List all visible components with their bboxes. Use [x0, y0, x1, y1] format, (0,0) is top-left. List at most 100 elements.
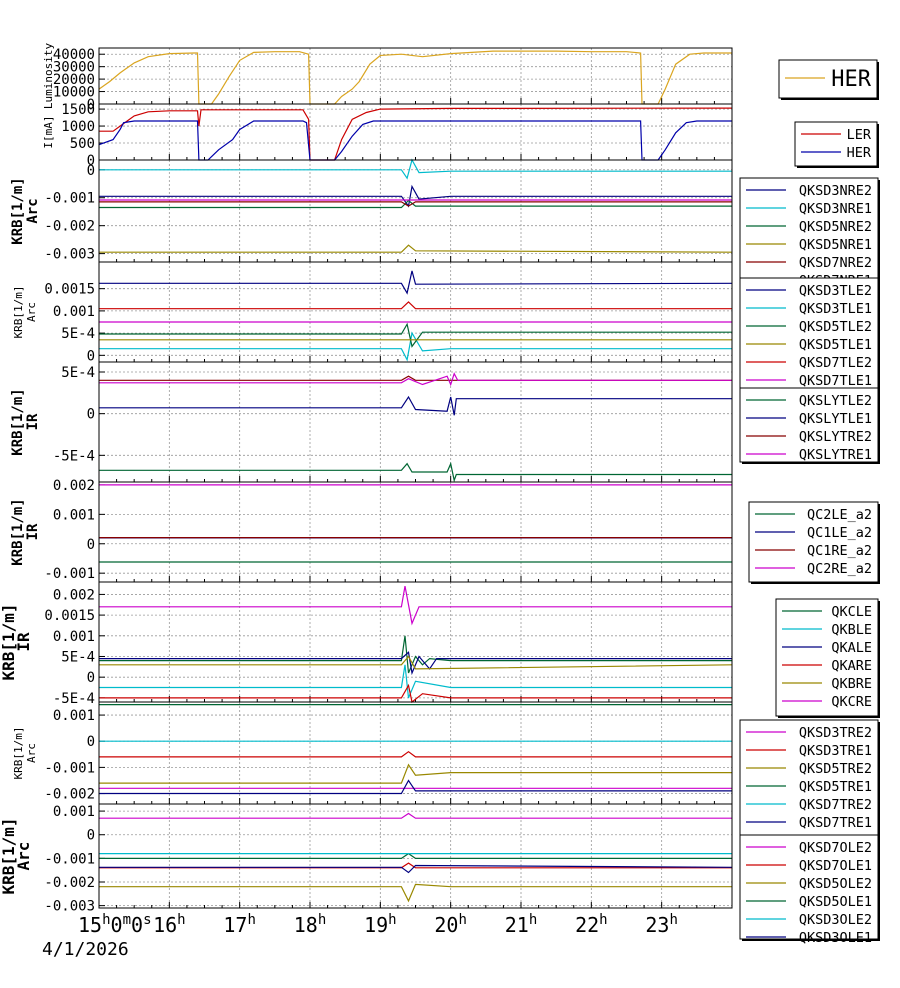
series-line-qkbre: [99, 655, 733, 670]
series-line-qkale: [99, 651, 732, 676]
legend-box: [794, 121, 878, 167]
series-line-qksd7ole2: [99, 812, 732, 819]
y-tick-label: 0: [87, 670, 95, 686]
y-tick-label: 5E-4: [61, 326, 95, 342]
series-line-qksd7tle2: [99, 301, 732, 310]
series-line-qksd3tre1: [99, 750, 732, 758]
legend-label: HER: [847, 145, 872, 161]
y-tick-label: 0.002: [53, 587, 95, 603]
y-tick-label: -0.001: [44, 851, 95, 867]
panel-frame: [98, 261, 733, 363]
legend-label: QKCRE: [831, 694, 872, 710]
y-tick-label: 0: [87, 407, 95, 423]
series-line-qksd7tre1: [99, 779, 732, 795]
legend-box: [739, 277, 879, 396]
x-tick-label: 18h: [294, 912, 327, 937]
y-tick-label: 0.001: [53, 304, 95, 320]
legend-label: QC2RE_a2: [807, 561, 872, 577]
panel-frame: [98, 581, 733, 703]
x-tick-label: 21h: [505, 912, 538, 937]
legend-label: QKSLYTRE2: [799, 429, 872, 445]
series-line-qkslytre1: [99, 372, 732, 387]
legend-label: QKALE: [831, 640, 872, 656]
y-tick-label: -0.002: [44, 875, 95, 891]
series-line-qkslytle1: [99, 395, 732, 416]
legend-label: QKSLYTLE1: [799, 411, 872, 427]
legend-box: [775, 598, 879, 717]
legend-label: LER: [847, 127, 872, 143]
y-tick-label: 0.002: [53, 478, 95, 494]
legend-label: QKSD5NRE1: [799, 237, 872, 253]
y-axis-label: KRB[1/m]IR: [0, 603, 33, 680]
x-tick-label: 17h: [223, 912, 256, 937]
y-tick-label: 5E-4: [61, 365, 95, 381]
legend-label: QKSD3OLE2: [799, 912, 872, 928]
legend-label: QKSD5TRE2: [799, 761, 872, 777]
legend-label: QC1RE_a2: [807, 543, 872, 559]
legend-label: QKSD3TRE2: [799, 725, 872, 741]
legend-box: [778, 59, 878, 99]
y-tick-label: 1500: [61, 102, 95, 118]
series-line-qksd7nre2: [99, 201, 732, 207]
y-axis-label: I[mA]: [42, 115, 55, 148]
legend-label: QKARE: [831, 658, 872, 674]
y-tick-label: 500: [70, 136, 95, 152]
series-line-qksd3tle1: [99, 331, 732, 362]
legend-label: QKSD3TRE1: [799, 743, 872, 759]
y-tick-label: 0: [87, 734, 95, 750]
series-line-qksd3tle2: [99, 270, 733, 295]
legend-label: QC2LE_a2: [807, 507, 872, 523]
legend-label: QC1LE_a2: [807, 525, 872, 541]
legend-box: [739, 834, 879, 940]
y-tick-label: -5E-4: [53, 448, 95, 464]
y-tick-label: 40000: [53, 47, 95, 63]
series-line-her: [98, 120, 732, 161]
legend-label: QKBLE: [831, 622, 872, 638]
x-tick-label: 16h: [153, 912, 186, 937]
y-tick-label: 0.0015: [44, 608, 95, 624]
y-tick-label: 0.001: [53, 629, 95, 645]
legend-label: QKSD7OLE1: [799, 858, 872, 874]
x-date-label: 4/1/2026: [42, 939, 129, 960]
series-line-qksd5ole1: [99, 852, 732, 860]
y-tick-label: 0: [87, 828, 95, 844]
x-tick-label: 22h: [575, 912, 608, 937]
x-tick-label: 19h: [364, 912, 397, 937]
series-line-qksd3nre1: [99, 158, 732, 180]
legend-label: QKSD3TLE2: [799, 283, 872, 299]
y-tick-label: -5E-4: [53, 691, 95, 707]
series-line-qkslytre2: [99, 375, 732, 381]
y-tick-label: 5E-4: [61, 649, 95, 665]
legend-label: QKSD5TLE1: [799, 337, 872, 353]
legend-box: [748, 501, 879, 583]
series-line-qkble: [99, 664, 732, 699]
panel-frame: [98, 103, 733, 161]
legend-label: QKCLE: [831, 604, 872, 620]
y-tick-label: 0.001: [53, 804, 95, 820]
y-tick-label: -0.001: [44, 566, 95, 582]
legend-label: QKSD7TRE1: [799, 815, 872, 831]
y-tick-label: -0.003: [44, 899, 95, 915]
y-tick-label: 10000: [53, 85, 95, 101]
y-tick-label: -0.002: [44, 787, 95, 803]
y-tick-label: 1000: [61, 119, 95, 135]
y-tick-label: 0.001: [53, 708, 95, 724]
series-line-qksd3nre2: [99, 184, 732, 208]
legend-label: QKSD5OLE2: [799, 876, 872, 892]
series-line-qkcle: [99, 635, 732, 674]
series-line-ler: [99, 107, 733, 161]
legend-label: QKSD5TRE1: [799, 779, 872, 795]
series-line-qksd5nre1: [99, 244, 733, 253]
legend-label: HER: [831, 67, 871, 92]
legend-label: QKSD7TLE1: [799, 373, 872, 389]
legend-box: [739, 177, 879, 291]
y-axis-label: KRB[1/m]Arc: [0, 817, 33, 894]
y-axis-label: Luminosity: [42, 43, 55, 110]
series-line-qksd3ole1: [99, 864, 733, 874]
y-axis-label: KRB[1/m]IR: [10, 388, 41, 455]
y-tick-label: 0: [87, 163, 95, 179]
y-tick-label: 0.001: [53, 507, 95, 523]
legend-label: QKSD3OLE1: [799, 930, 872, 946]
y-tick-label: -0.003: [44, 247, 95, 263]
